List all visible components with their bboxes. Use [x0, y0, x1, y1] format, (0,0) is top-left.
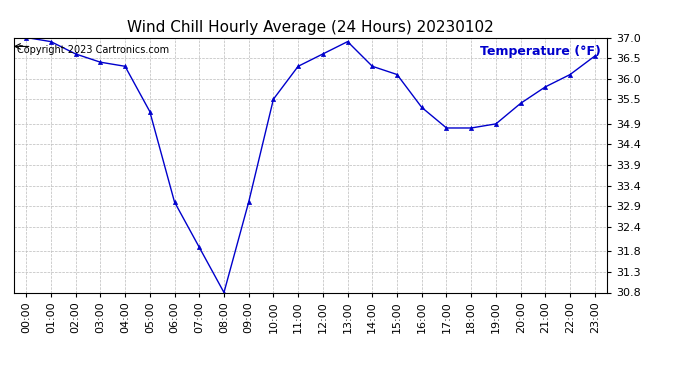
Title: Wind Chill Hourly Average (24 Hours) 20230102: Wind Chill Hourly Average (24 Hours) 202…	[127, 20, 494, 35]
Text: Copyright 2023 Cartronics.com: Copyright 2023 Cartronics.com	[17, 45, 169, 55]
Text: Temperature (°F): Temperature (°F)	[480, 45, 601, 58]
